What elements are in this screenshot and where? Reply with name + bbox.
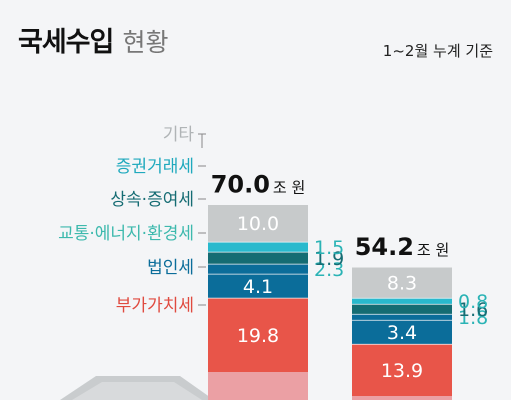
bar-2-segment (352, 266, 452, 298)
total-unit: 조 원 (417, 241, 449, 259)
bar-1-total-label: 70.0 조 원 (211, 170, 306, 198)
legend-label: 상속·증여세 (110, 190, 194, 210)
bar-2-value-label: 13.9 (381, 360, 423, 382)
bar-1-segment (208, 241, 308, 252)
bar-1-segment (208, 204, 308, 242)
bar-2-side-value-label: 1.6 (458, 299, 488, 321)
legend-label: 증권거래세 (116, 157, 194, 177)
bar-2-value-label: 3.4 (387, 322, 417, 344)
bar-1-value-label: 19.8 (237, 325, 279, 347)
bar-2-segment (352, 313, 452, 320)
bar-1-value-label: 10.0 (237, 213, 279, 235)
legend-label: 부가가치세 (116, 296, 194, 316)
bar-1-value-label: 4.1 (243, 276, 273, 298)
legend-label: 법인세 (147, 258, 194, 278)
total-number: 54.2 (355, 233, 414, 261)
bar-1-segment (208, 273, 308, 298)
title-sub: 현황 (122, 28, 169, 57)
bar-1-side-value-label: 2.3 (314, 259, 344, 281)
bar-1-segment (208, 297, 308, 372)
legend-label: 기타 (163, 125, 195, 145)
chart-title: 국세수입 현황 (18, 20, 168, 59)
total-number: 70.0 (211, 170, 270, 198)
total-unit: 조 원 (273, 178, 305, 196)
bar-2-total-label: 54.2 조 원 (355, 233, 450, 261)
bar-2-segment (352, 297, 452, 304)
bar-2-value-label: 8.3 (387, 272, 417, 294)
bar-1-side-value-label: 1.5 (314, 237, 344, 259)
bar-1-side-value-label: 1.9 (314, 248, 344, 270)
bar-2-side-value-label: 0.8 (458, 291, 488, 313)
legend-label: 교통·에너지·환경세 (58, 224, 194, 244)
banknote-illustration-inner (72, 382, 202, 400)
bar-2-segment (352, 303, 452, 314)
bar-2-income-segment (352, 396, 452, 400)
bar-1-segment (208, 251, 308, 264)
bar-2-segment (352, 343, 452, 396)
bar-2-segment (352, 319, 452, 344)
bar-2-side-value-label: 1.8 (458, 307, 488, 329)
bar-1-segment (208, 263, 308, 274)
title-main: 국세수입 (18, 27, 114, 58)
basis-note: 1~2월 누계 기준 (382, 42, 493, 60)
bar-1-income-segment (208, 372, 308, 400)
